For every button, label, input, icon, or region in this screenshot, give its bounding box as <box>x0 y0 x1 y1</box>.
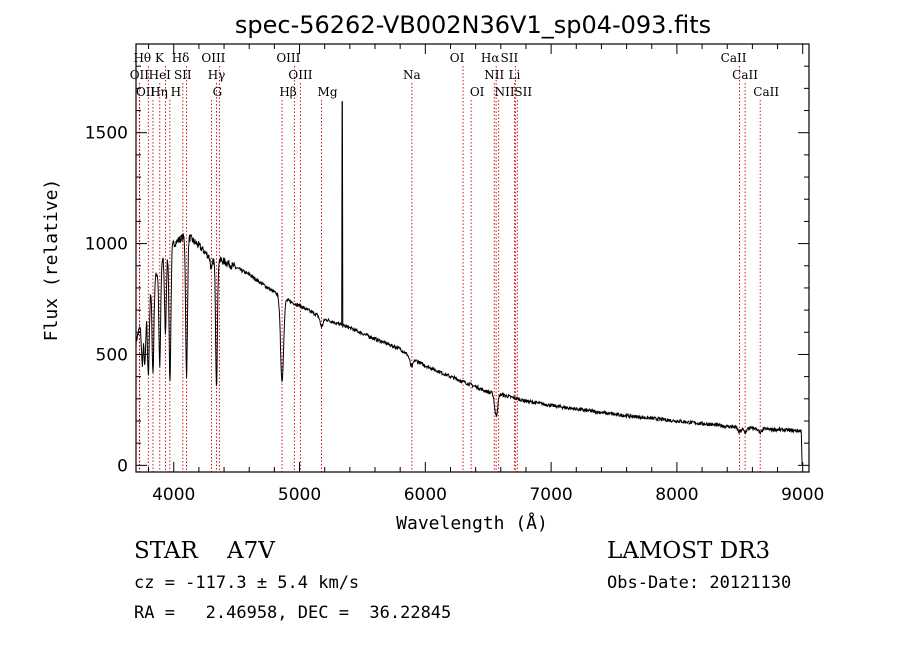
spectrum-layer <box>135 101 803 466</box>
line-marker-label: OIII <box>288 68 312 82</box>
x-axis-label: Wavelength (Å) <box>396 512 548 534</box>
redshift-label: cz = -117.3 ± 5.4 km/s <box>134 573 360 593</box>
classification-label: STAR A7V <box>134 538 275 564</box>
line-marker-label: OI <box>470 85 485 99</box>
obs-date-label: Obs-Date: 20121130 <box>607 573 792 593</box>
line-marker-label: OIII <box>276 51 300 65</box>
line-marker-label: SII <box>174 68 192 82</box>
axis-tick-layer: 4000 5000 6000 7000 8000 9000 0 500 1000 1500 <box>85 44 824 505</box>
line-marker-label: Hη <box>150 85 168 99</box>
chart-title: spec-56262-VB002N36V1_sp04-093.fits <box>235 11 711 39</box>
line-marker-label: NII <box>495 85 515 99</box>
line-marker-label: Li <box>508 68 520 82</box>
line-marker-label: HeI <box>149 68 172 82</box>
x-tick-label: 8000 <box>655 485 698 505</box>
line-marker-label: OI <box>450 51 465 65</box>
y-tick-label: 1000 <box>85 235 128 255</box>
x-tick-label: 5000 <box>278 485 321 505</box>
x-tick-label: 9000 <box>781 485 824 505</box>
line-marker-label: Hα <box>481 51 500 65</box>
line-marker-label: Mg <box>318 85 338 99</box>
plot-frame <box>135 43 810 473</box>
line-marker-label: Hθ <box>133 51 151 65</box>
x-tick-label: 6000 <box>404 485 447 505</box>
coordinates-label: RA = 2.46958, DEC = 36.22845 <box>134 603 452 623</box>
y-tick-label: 500 <box>96 345 128 365</box>
line-marker-label: K <box>155 51 165 65</box>
survey-label: LAMOST DR3 <box>607 538 771 564</box>
line-marker-label: Hβ <box>279 85 296 99</box>
y-tick-label: 1500 <box>85 124 128 144</box>
x-tick-label: 7000 <box>529 485 572 505</box>
spectrum-line <box>135 101 803 466</box>
line-marker-label: OIII <box>201 51 225 65</box>
x-tick-label: 4000 <box>152 485 195 505</box>
line-marker-label: NII <box>484 68 504 82</box>
line-marker-label: G <box>213 85 223 99</box>
line-marker-label: CaII <box>732 68 758 82</box>
line-marker-label: SII <box>514 85 532 99</box>
y-axis-label: Flux (relative) <box>41 179 62 342</box>
line-marker-label: CaII <box>753 85 779 99</box>
line-marker-label: CaII <box>721 51 747 65</box>
line-marker-label: SII <box>501 51 519 65</box>
line-marker-label: Hγ <box>208 68 226 82</box>
line-marker-label: Na <box>403 68 421 82</box>
line-marker-label: H <box>171 85 181 99</box>
line-marker-label: OII <box>130 68 150 82</box>
line-marker-label: Hδ <box>172 51 190 65</box>
y-tick-label: 0 <box>117 456 128 476</box>
